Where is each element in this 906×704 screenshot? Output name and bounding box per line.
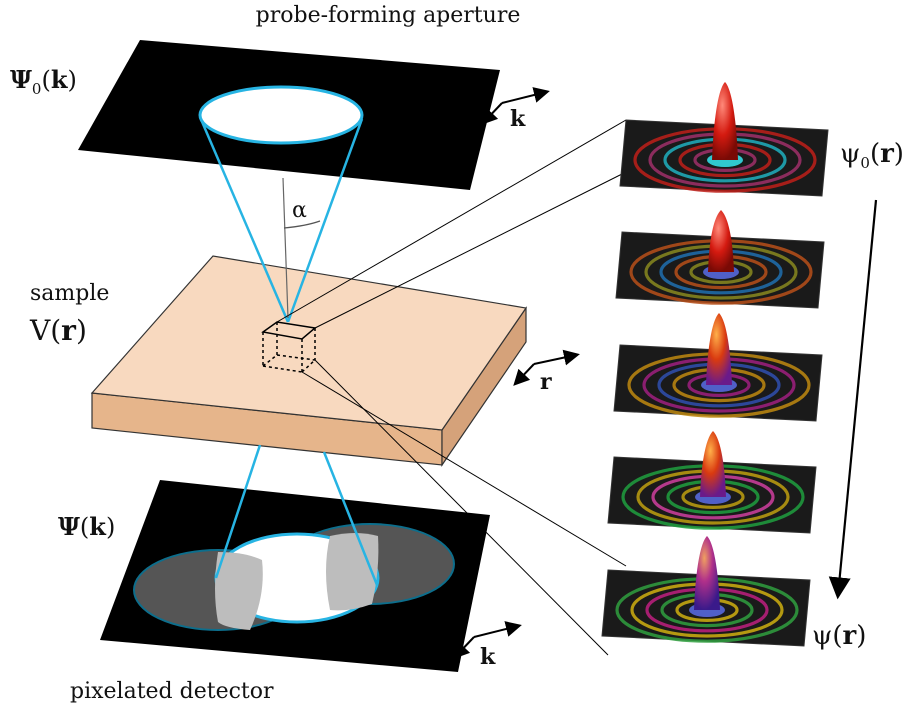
svg-text:r: r — [540, 369, 552, 395]
small-psi0-r-label: ψ0(r) — [840, 139, 904, 172]
k-axis-top: k — [481, 87, 550, 132]
wave-panels — [601, 82, 829, 647]
psi0-k-label: Ψ0(k) — [10, 65, 77, 98]
psi-k-label: Ψ(k) — [58, 512, 115, 541]
svg-text:α: α — [292, 198, 307, 223]
wave-panel-5 — [601, 536, 811, 647]
sample-word: sample — [30, 281, 109, 306]
beam-cone-lower — [214, 444, 379, 586]
beam-cone-upper — [198, 116, 364, 323]
v-r-label: V(r) — [29, 314, 87, 347]
aperture-title: probe-forming aperture — [256, 3, 521, 28]
svg-text:ψ(r): ψ(r) — [812, 621, 866, 651]
small-psi-r-label: ψ(r) — [812, 621, 866, 651]
svg-text:V(r): V(r) — [29, 314, 87, 347]
svg-text:k: k — [510, 106, 526, 132]
wave-panel-4 — [607, 431, 817, 534]
wave-panel-3 — [613, 313, 823, 422]
propagation-arrow — [828, 199, 878, 600]
alpha-angle: α — [282, 177, 321, 319]
svg-text:Ψ(k): Ψ(k) — [58, 512, 115, 541]
overlap-left — [215, 552, 263, 630]
aperture-opening — [198, 85, 364, 145]
r-axis: r — [513, 349, 580, 395]
svg-text:Ψ0(k): Ψ0(k) — [10, 65, 77, 98]
wave-panel-1 — [619, 82, 829, 197]
detector-title: pixelated detector — [70, 679, 274, 704]
svg-text:k: k — [480, 644, 496, 670]
projection-lines — [276, 119, 631, 656]
sample-slab — [90, 255, 528, 467]
k-axis-bottom: k — [453, 621, 522, 670]
svg-text:ψ0(r): ψ0(r) — [840, 139, 904, 172]
wave-panel-2 — [615, 210, 825, 309]
